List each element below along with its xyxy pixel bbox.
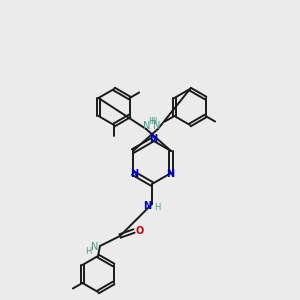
Text: H: H <box>148 116 154 125</box>
Text: O: O <box>136 226 144 236</box>
Text: N: N <box>91 242 99 252</box>
Text: N: N <box>130 169 138 179</box>
Text: H: H <box>85 248 91 256</box>
Text: N: N <box>143 121 151 131</box>
Text: H: H <box>154 203 160 212</box>
Text: H: H <box>150 116 156 125</box>
Text: N: N <box>149 134 157 144</box>
Text: N: N <box>166 169 174 179</box>
Text: N: N <box>153 121 161 131</box>
Text: N: N <box>143 201 151 211</box>
